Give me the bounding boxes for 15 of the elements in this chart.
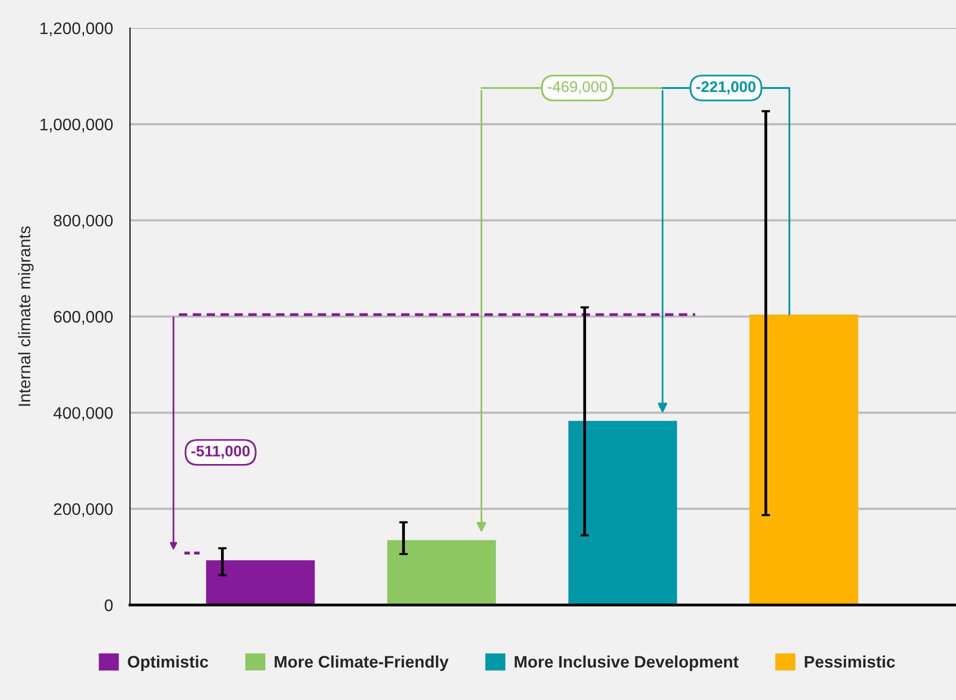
annotation: -511,000	[191, 446, 250, 459]
y-tick-label: 0	[104, 599, 113, 612]
y-tick-label: 400,000	[53, 407, 113, 421]
annotation: -221,000	[696, 81, 756, 94]
y-tick-label: 1,200,000	[40, 22, 113, 36]
legend-label: More Inclusive Development	[514, 655, 739, 671]
y-axis-title: Internal climate migrants	[18, 226, 34, 406]
y-tick-label: 800,000	[54, 214, 113, 229]
legend-label: More Climate-Friendly	[274, 655, 449, 671]
y-tick-label: 600,000	[54, 310, 113, 325]
legend-label: Optimistic	[128, 655, 208, 671]
legend-label: Pessimistic	[804, 655, 895, 668]
annotation: -469,000	[548, 81, 607, 94]
y-tick-label: 1,000,000	[40, 118, 113, 132]
y-tick-label: 200,000	[54, 503, 113, 518]
